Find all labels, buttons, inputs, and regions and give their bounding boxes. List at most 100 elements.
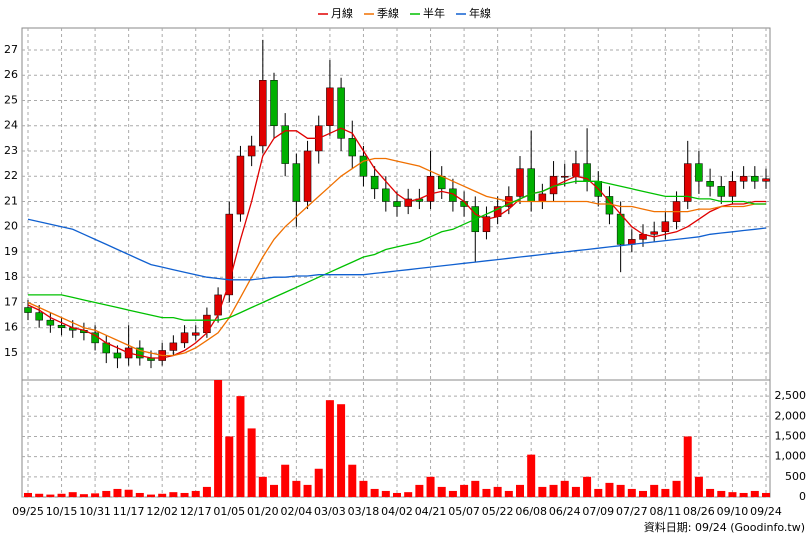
volume-bar <box>348 464 357 497</box>
volume-bar <box>504 490 513 497</box>
volume-bar <box>370 488 379 497</box>
candle-body <box>359 155 368 177</box>
ma-line <box>27 157 766 357</box>
candle-body <box>650 231 658 235</box>
volume-bar <box>493 486 502 497</box>
y-tick-label: 27 <box>4 43 18 56</box>
volume-bar <box>571 486 580 497</box>
volume-bar <box>303 484 312 497</box>
marks <box>24 39 770 497</box>
y2-tick-label: 1,500 <box>775 429 807 442</box>
volume-bar <box>46 494 55 497</box>
candle-body <box>303 150 312 202</box>
ma-line <box>27 218 767 281</box>
volume-bar <box>549 484 558 497</box>
volume-bar <box>225 436 234 497</box>
candle-body <box>113 352 122 359</box>
volume-bar <box>739 492 748 497</box>
candle-body <box>259 80 267 147</box>
candle-body <box>739 175 748 182</box>
candle-body <box>683 163 692 202</box>
y2-tick-label: 1,000 <box>775 450 807 463</box>
plot-frame <box>21 27 771 498</box>
candle-body <box>762 178 770 182</box>
candle-body <box>751 175 759 182</box>
y-tick-label: 18 <box>4 270 18 283</box>
volume-bar <box>437 486 446 497</box>
volume-bar <box>135 492 144 497</box>
volume-bar <box>191 490 200 497</box>
x-tick-label: 09/10 <box>717 505 749 518</box>
volume-bar <box>762 492 770 497</box>
candle-body <box>717 186 726 197</box>
candle-body <box>404 198 412 207</box>
volume-bar <box>236 396 245 497</box>
candle-body <box>449 188 457 202</box>
x-tick-label: 08/26 <box>683 505 715 518</box>
candle-body <box>426 175 435 202</box>
candle-body <box>169 342 178 351</box>
candle-body <box>382 188 390 202</box>
volume-bar <box>124 489 133 497</box>
volume-bar <box>158 493 167 497</box>
y2-tick-label: 2,500 <box>775 389 807 402</box>
y-tick-label: 17 <box>4 295 18 308</box>
volume-bar <box>516 484 524 497</box>
y2-tick-label: 2,000 <box>775 409 807 422</box>
volume-bar <box>325 400 334 497</box>
candle-body <box>57 324 66 328</box>
volume-bar <box>527 454 536 497</box>
volume-bar <box>448 490 457 497</box>
ma-line <box>28 180 766 321</box>
volume-bar <box>169 492 178 497</box>
x-tick-label: 12/02 <box>146 505 178 518</box>
candle-body <box>538 193 547 202</box>
y-tick-label: 20 <box>4 220 18 233</box>
candle-body <box>46 319 55 326</box>
x-tick-label: 10/15 <box>46 505 78 518</box>
candle-body <box>706 181 714 187</box>
candle-body <box>326 87 334 126</box>
volume-bar <box>113 488 122 497</box>
volume-bar <box>147 494 155 497</box>
volume-bar <box>292 480 301 497</box>
volume-bar <box>314 468 323 497</box>
y-tick-label: 21 <box>4 194 18 207</box>
x-tick-label: 12/17 <box>180 505 212 518</box>
candle-body <box>225 213 234 296</box>
volume-bar <box>560 480 569 497</box>
ma-line <box>27 127 766 359</box>
legend-label: 季線 <box>377 6 399 20</box>
candle-body <box>437 175 446 190</box>
volume-bar <box>728 492 737 497</box>
y-tick-label: 22 <box>4 169 18 182</box>
y-tick-label: 15 <box>4 346 18 359</box>
candle-body <box>370 175 379 190</box>
x-tick-label: 04/21 <box>415 505 447 518</box>
legend-label: 月線 <box>331 6 353 20</box>
x-tick-label: 11/17 <box>113 505 145 518</box>
y-tick-label: 16 <box>4 321 18 334</box>
volume-bar <box>639 490 647 497</box>
candle-body <box>616 213 625 245</box>
volume-bar <box>538 486 547 497</box>
candle-body <box>337 87 345 139</box>
volume-bar <box>247 428 256 497</box>
candle-body <box>214 294 222 316</box>
volume-bar <box>415 484 424 497</box>
volume-bar <box>404 492 413 497</box>
volume-bar <box>68 492 77 497</box>
x-tick-label: 01/20 <box>247 505 279 518</box>
volume-bar <box>583 476 592 497</box>
volume-bar <box>180 492 189 497</box>
volume-bar <box>616 484 625 497</box>
y-tick-label: 26 <box>4 68 18 81</box>
candle-body <box>393 201 401 207</box>
candle-body <box>527 168 535 202</box>
volume-bar <box>694 476 703 497</box>
candle-body <box>191 332 200 336</box>
candle-body <box>482 216 491 233</box>
volume-bar <box>57 493 66 497</box>
